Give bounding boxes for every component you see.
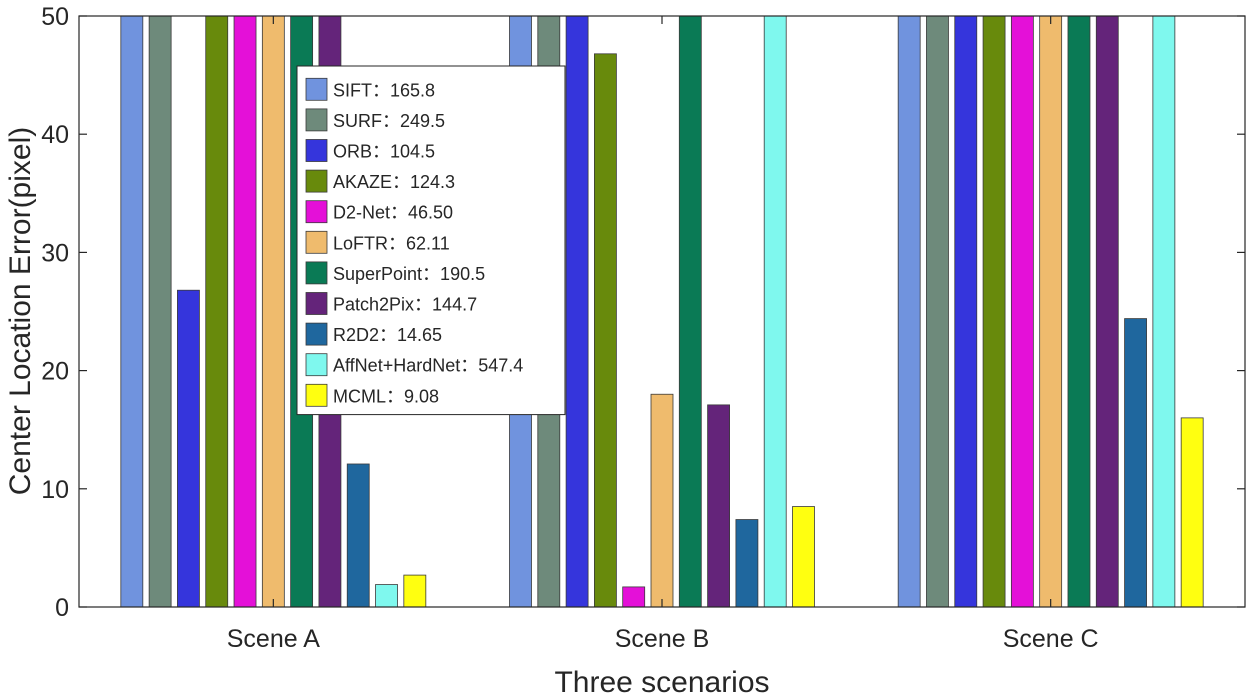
bar-patch2pix-scene-c [1095,15,1119,608]
y-tick-label: 40 [41,121,69,149]
y-axis-label: Center Location Error(pixel) [4,127,37,495]
bar-affnet-hardnet-scene-a [375,584,398,608]
bar-mcml-scene-a [403,574,427,608]
x-tick-label: Scene A [227,625,320,653]
legend-swatch [305,322,328,346]
x-tick-label: Scene C [1003,625,1099,653]
bar-superpoint-scene-b [678,15,702,608]
bar-mcml-scene-c [1180,417,1204,608]
legend-swatch [305,200,328,224]
y-axis-ticks: 0 10 20 30 40 50 [41,3,1245,622]
legend-entry: LoFTR：62.11 [333,233,450,253]
legend-entry: ORB：104.5 [333,142,435,162]
x-tick-label: Scene B [615,625,710,653]
bars-layer [120,15,1204,608]
bar-mcml-scene-b [792,506,815,608]
y-tick-label: 0 [55,594,69,622]
bar-surf-scene-c [926,15,949,608]
bar-akaze-scene-c [982,15,1006,608]
bar-d2-net-scene-c [1010,15,1034,608]
legend-entry: D2-Net：46.50 [333,203,453,223]
legend-swatch [305,261,328,285]
bar-loftr-scene-a [261,15,285,608]
bar-r2d2-scene-b [735,519,759,608]
legend-swatch [305,353,328,377]
legend-entry: SIFT：165.8 [333,80,435,100]
bar-sift-scene-a [120,15,144,608]
bar-superpoint-scene-c [1067,15,1091,608]
bar-sift-scene-c [897,15,921,608]
y-tick-label: 10 [41,476,69,504]
bar-akaze-scene-a [205,15,229,608]
bar-akaze-scene-b [594,53,617,608]
legend-entry: SURF：249.5 [333,111,445,131]
legend-swatch [305,108,328,132]
bar-orb-scene-a [177,289,200,608]
legend-swatch [305,169,328,193]
legend-entry: AKAZE：124.3 [333,172,455,192]
bar-affnet-hardnet-scene-b [763,15,787,608]
bar-d2-net-scene-b [622,586,646,608]
y-tick-label: 50 [41,3,69,31]
legend-entry: SuperPoint：190.5 [333,264,485,284]
legend-swatch [305,230,328,254]
legend-swatch [305,77,328,101]
bar-r2d2-scene-c [1124,318,1147,608]
x-axis-label: Three scenarios [554,666,769,699]
bar-orb-scene-b [565,15,589,608]
legend-swatch [305,383,328,407]
x-axis-ticks: Scene A Scene B Scene C [227,16,1099,653]
bar-d2-net-scene-a [233,15,257,608]
legend-box [296,65,566,416]
y-tick-label: 20 [41,358,69,386]
legend: SIFT：165.8 SURF：249.5 ORB：104.5 AKAZE：124.3… [296,65,566,416]
legend-entry: AffNet+HardNet：547.4 [333,356,523,376]
bar-affnet-hardnet-scene-c [1152,15,1176,608]
legend-swatch [305,292,328,315]
y-tick-label: 30 [41,239,69,267]
bar-surf-scene-a [148,15,172,608]
bar-orb-scene-c [954,15,978,608]
legend-entry: Patch2Pix：144.7 [333,295,477,315]
bar-patch2pix-scene-b [707,404,730,608]
legend-entry: MCML：9.08 [333,386,439,406]
bar-loftr-scene-c [1039,15,1063,608]
legend-entry: R2D2：14.65 [333,325,442,345]
bar-loftr-scene-b [650,393,674,608]
legend-swatch [305,139,328,162]
bar-r2d2-scene-a [346,463,370,608]
